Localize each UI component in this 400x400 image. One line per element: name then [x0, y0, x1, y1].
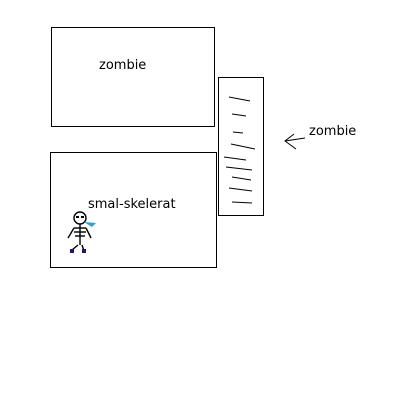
- narrow-hatched-box: [218, 77, 264, 216]
- arrow-left-icon: [284, 133, 306, 150]
- top-box: [51, 27, 215, 127]
- side-label: zombie: [309, 124, 357, 139]
- bottom-box-label: smal-skelerat: [88, 197, 176, 212]
- top-box-label: zombie: [99, 58, 147, 73]
